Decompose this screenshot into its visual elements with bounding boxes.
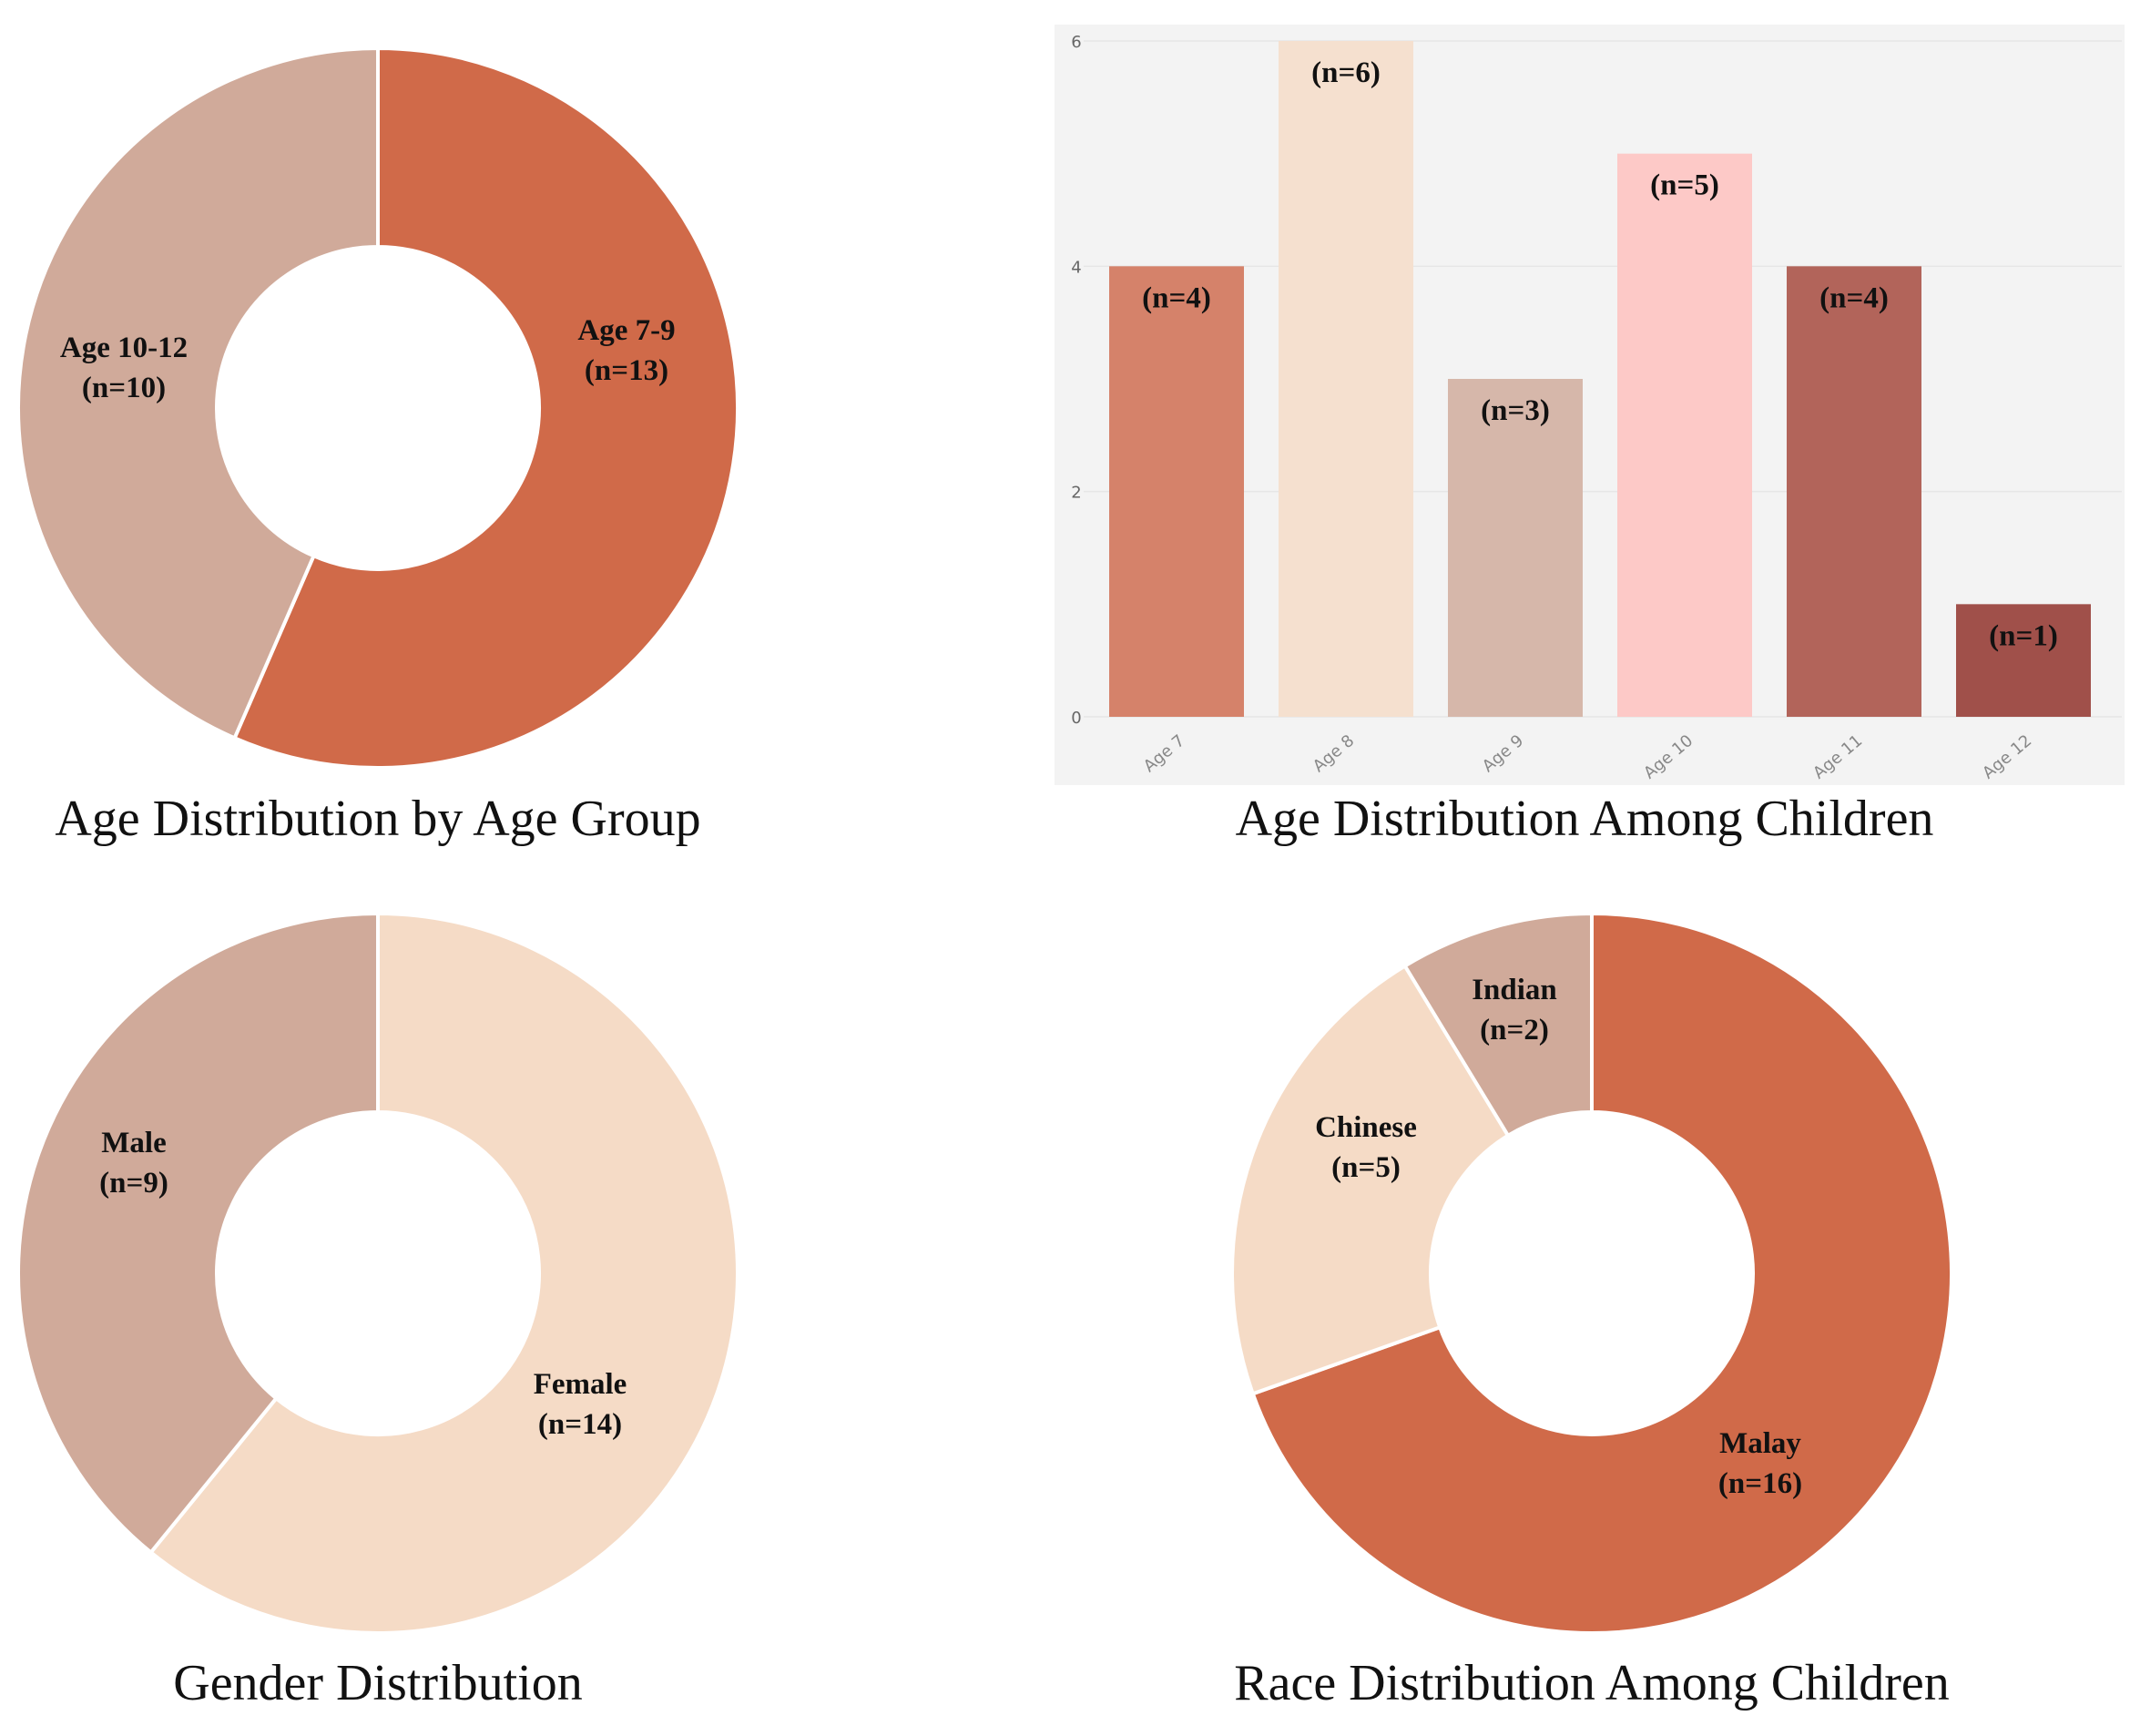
donut-slice-female bbox=[148, 911, 739, 1635]
donut-chart-race-distribution-among-children: Malay (n=16) Chinese (n=5) Indian (n=2) Race D… bbox=[1230, 911, 1953, 1711]
bar-age-9 bbox=[1448, 379, 1583, 717]
slice-label-age-10-12: Age 10-12 bbox=[60, 332, 188, 364]
donut-slice-male bbox=[16, 911, 380, 1556]
y-tick-label: 6 bbox=[1071, 33, 1081, 52]
donut-chart-age-distribution-by-age-group: Age 7-9 (n=13) Age 10-12 (n=10) Age Distribu… bbox=[16, 46, 739, 847]
bar-data-label: (n=4) bbox=[1819, 281, 1889, 314]
y-tick-label: 2 bbox=[1071, 484, 1081, 503]
slice-count-chinese: (n=5) bbox=[1331, 1151, 1401, 1184]
y-tick-label: 4 bbox=[1071, 258, 1081, 277]
bar-data-label: (n=5) bbox=[1650, 169, 1719, 202]
donut-slice-age-7-9 bbox=[231, 46, 739, 770]
donut-slice-age-10-12 bbox=[16, 46, 380, 740]
bar-age-11 bbox=[1787, 266, 1921, 717]
donut-slice-chinese bbox=[1230, 963, 1511, 1396]
donut-slice-indian bbox=[1402, 911, 1594, 1139]
chart-title: Gender Distribution bbox=[173, 1655, 582, 1711]
slice-count-male: (n=9) bbox=[99, 1167, 168, 1200]
slice-label-age-7-9: Age 7-9 bbox=[577, 314, 675, 347]
slice-label-malay: Malay bbox=[1719, 1427, 1801, 1460]
bar-data-label: (n=4) bbox=[1142, 281, 1211, 314]
chart-title: Age Distribution by Age Group bbox=[55, 791, 700, 847]
slice-label-female: Female bbox=[534, 1368, 627, 1401]
slice-count-female: (n=14) bbox=[538, 1408, 622, 1441]
bar-age-10 bbox=[1617, 153, 1752, 717]
bar-age-7 bbox=[1109, 266, 1244, 717]
chart-title: Race Distribution Among Children bbox=[1234, 1655, 1949, 1711]
bar-age-8 bbox=[1279, 41, 1413, 717]
slice-label-male: Male bbox=[101, 1127, 166, 1159]
slice-count-malay: (n=16) bbox=[1718, 1467, 1802, 1500]
slice-label-chinese: Chinese bbox=[1315, 1111, 1417, 1144]
y-tick-label: 0 bbox=[1071, 709, 1081, 728]
slice-count-age-7-9: (n=13) bbox=[585, 354, 668, 387]
bar-data-label: (n=1) bbox=[1989, 619, 2058, 652]
chart-title: Age Distribution Among Children bbox=[1236, 791, 1934, 847]
slice-label-indian: Indian bbox=[1472, 974, 1557, 1006]
donut-chart-gender-distribution: Female (n=14) Male (n=9) Gender Distribution bbox=[16, 911, 739, 1711]
bar-data-label: (n=3) bbox=[1481, 394, 1550, 427]
donut-slice-malay bbox=[1250, 911, 1953, 1635]
slice-count-age-10-12: (n=10) bbox=[82, 372, 166, 404]
bar-data-label: (n=6) bbox=[1311, 56, 1381, 89]
slice-count-indian: (n=2) bbox=[1480, 1014, 1549, 1047]
bar-age-12 bbox=[1956, 604, 2091, 717]
